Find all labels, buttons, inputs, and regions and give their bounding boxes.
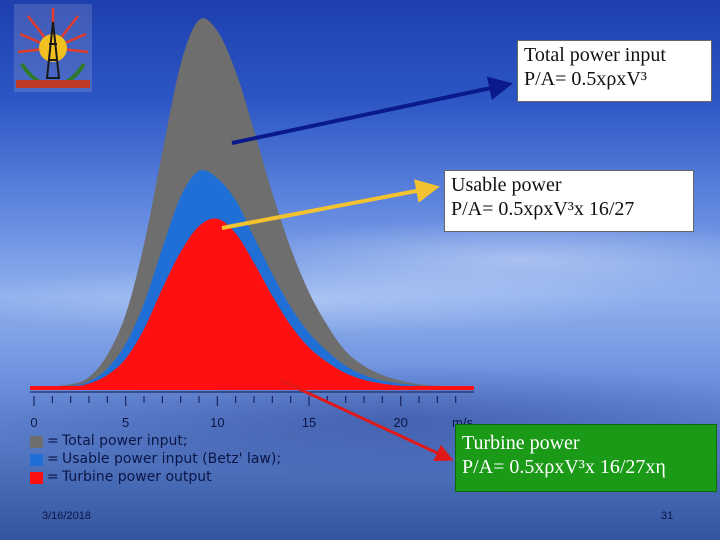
callout-turbine-title: Turbine power xyxy=(462,432,580,454)
legend-label-total: Total power input; xyxy=(62,433,188,449)
arrow-turbine xyxy=(279,378,454,462)
x-tick-label: 15 xyxy=(302,415,316,430)
x-tick-label: 10 xyxy=(210,415,224,430)
logo xyxy=(14,4,92,92)
legend-swatch-usable xyxy=(30,454,43,466)
x-axis-ticks: 0 5 10 15 20 m/s xyxy=(30,396,473,430)
legend-eq: = xyxy=(47,469,59,485)
legend-label-usable: Usable power input (Betz' law); xyxy=(62,451,282,467)
baseline-strip xyxy=(30,386,474,390)
callout-usable-title: Usable power xyxy=(451,174,562,196)
legend-label-turbine: Turbine power output xyxy=(62,469,212,485)
callout-usable-formula: P/A= 0.5xρxV³x 16/27 xyxy=(451,198,635,220)
slide-number: 31 xyxy=(661,510,674,522)
footer-date: 3/16/2018 xyxy=(42,510,91,522)
callout-usable-power: Usable power P/A= 0.5xρxV³x 16/27 xyxy=(444,170,694,232)
callout-turbine-formula: P/A= 0.5xρxV³x 16/27xη xyxy=(462,456,666,478)
series-area-turbine xyxy=(34,218,474,389)
x-tick-label: 5 xyxy=(122,415,129,430)
callout-arrows xyxy=(221,76,513,462)
callout-total-formula: P/A= 0.5xρxV³ xyxy=(524,68,647,90)
x-tick-label: 20 xyxy=(393,415,407,430)
legend-swatch-turbine xyxy=(30,472,43,484)
callout-total-title: Total power input xyxy=(524,44,666,66)
callout-turbine-power: Turbine power P/A= 0.5xρxV³x 16/27xη xyxy=(455,424,717,492)
series-area-total xyxy=(34,18,474,389)
legend-eq: = xyxy=(47,451,59,467)
tower-sun-emblem-icon xyxy=(14,4,92,92)
arrow-total xyxy=(231,76,513,145)
x-tick-label: 0 xyxy=(30,415,37,430)
callout-total-power: Total power input P/A= 0.5xρxV³ xyxy=(517,40,712,102)
chart-areas xyxy=(30,18,474,390)
legend-eq: = xyxy=(47,433,59,449)
arrow-usable xyxy=(221,179,440,230)
legend-swatch-total xyxy=(30,436,43,448)
